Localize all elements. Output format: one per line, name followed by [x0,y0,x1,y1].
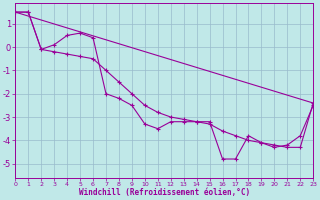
X-axis label: Windchill (Refroidissement éolien,°C): Windchill (Refroidissement éolien,°C) [79,188,250,197]
